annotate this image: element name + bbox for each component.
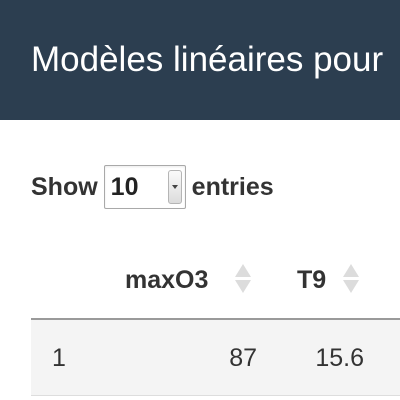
chevron-down-icon[interactable] [167,170,182,204]
show-label: Show [31,172,98,201]
entries-length-control: Show 10 entries [31,163,274,211]
app-header: Modèles linéaires pour [0,0,400,120]
row-index-cell: 1 [52,344,66,372]
maxo3-cell: 87 [229,344,257,372]
sort-icon[interactable] [343,262,359,298]
entries-label: entries [191,172,274,201]
t9-cell: 15.6 [315,344,364,372]
entries-per-page-value: 10 [110,173,139,201]
data-table: maxO3 T9 1 87 15.6 [31,240,400,396]
page-title: Modèles linéaires pour [31,40,384,79]
column-header-maxo3[interactable]: maxO3 [125,266,209,294]
table-header-row: maxO3 T9 [31,240,400,320]
table-row[interactable]: 1 87 15.6 [31,320,400,396]
entries-per-page-select[interactable]: 10 [103,165,186,209]
column-header-t9[interactable]: T9 [297,266,327,294]
sort-icon[interactable] [235,262,251,298]
